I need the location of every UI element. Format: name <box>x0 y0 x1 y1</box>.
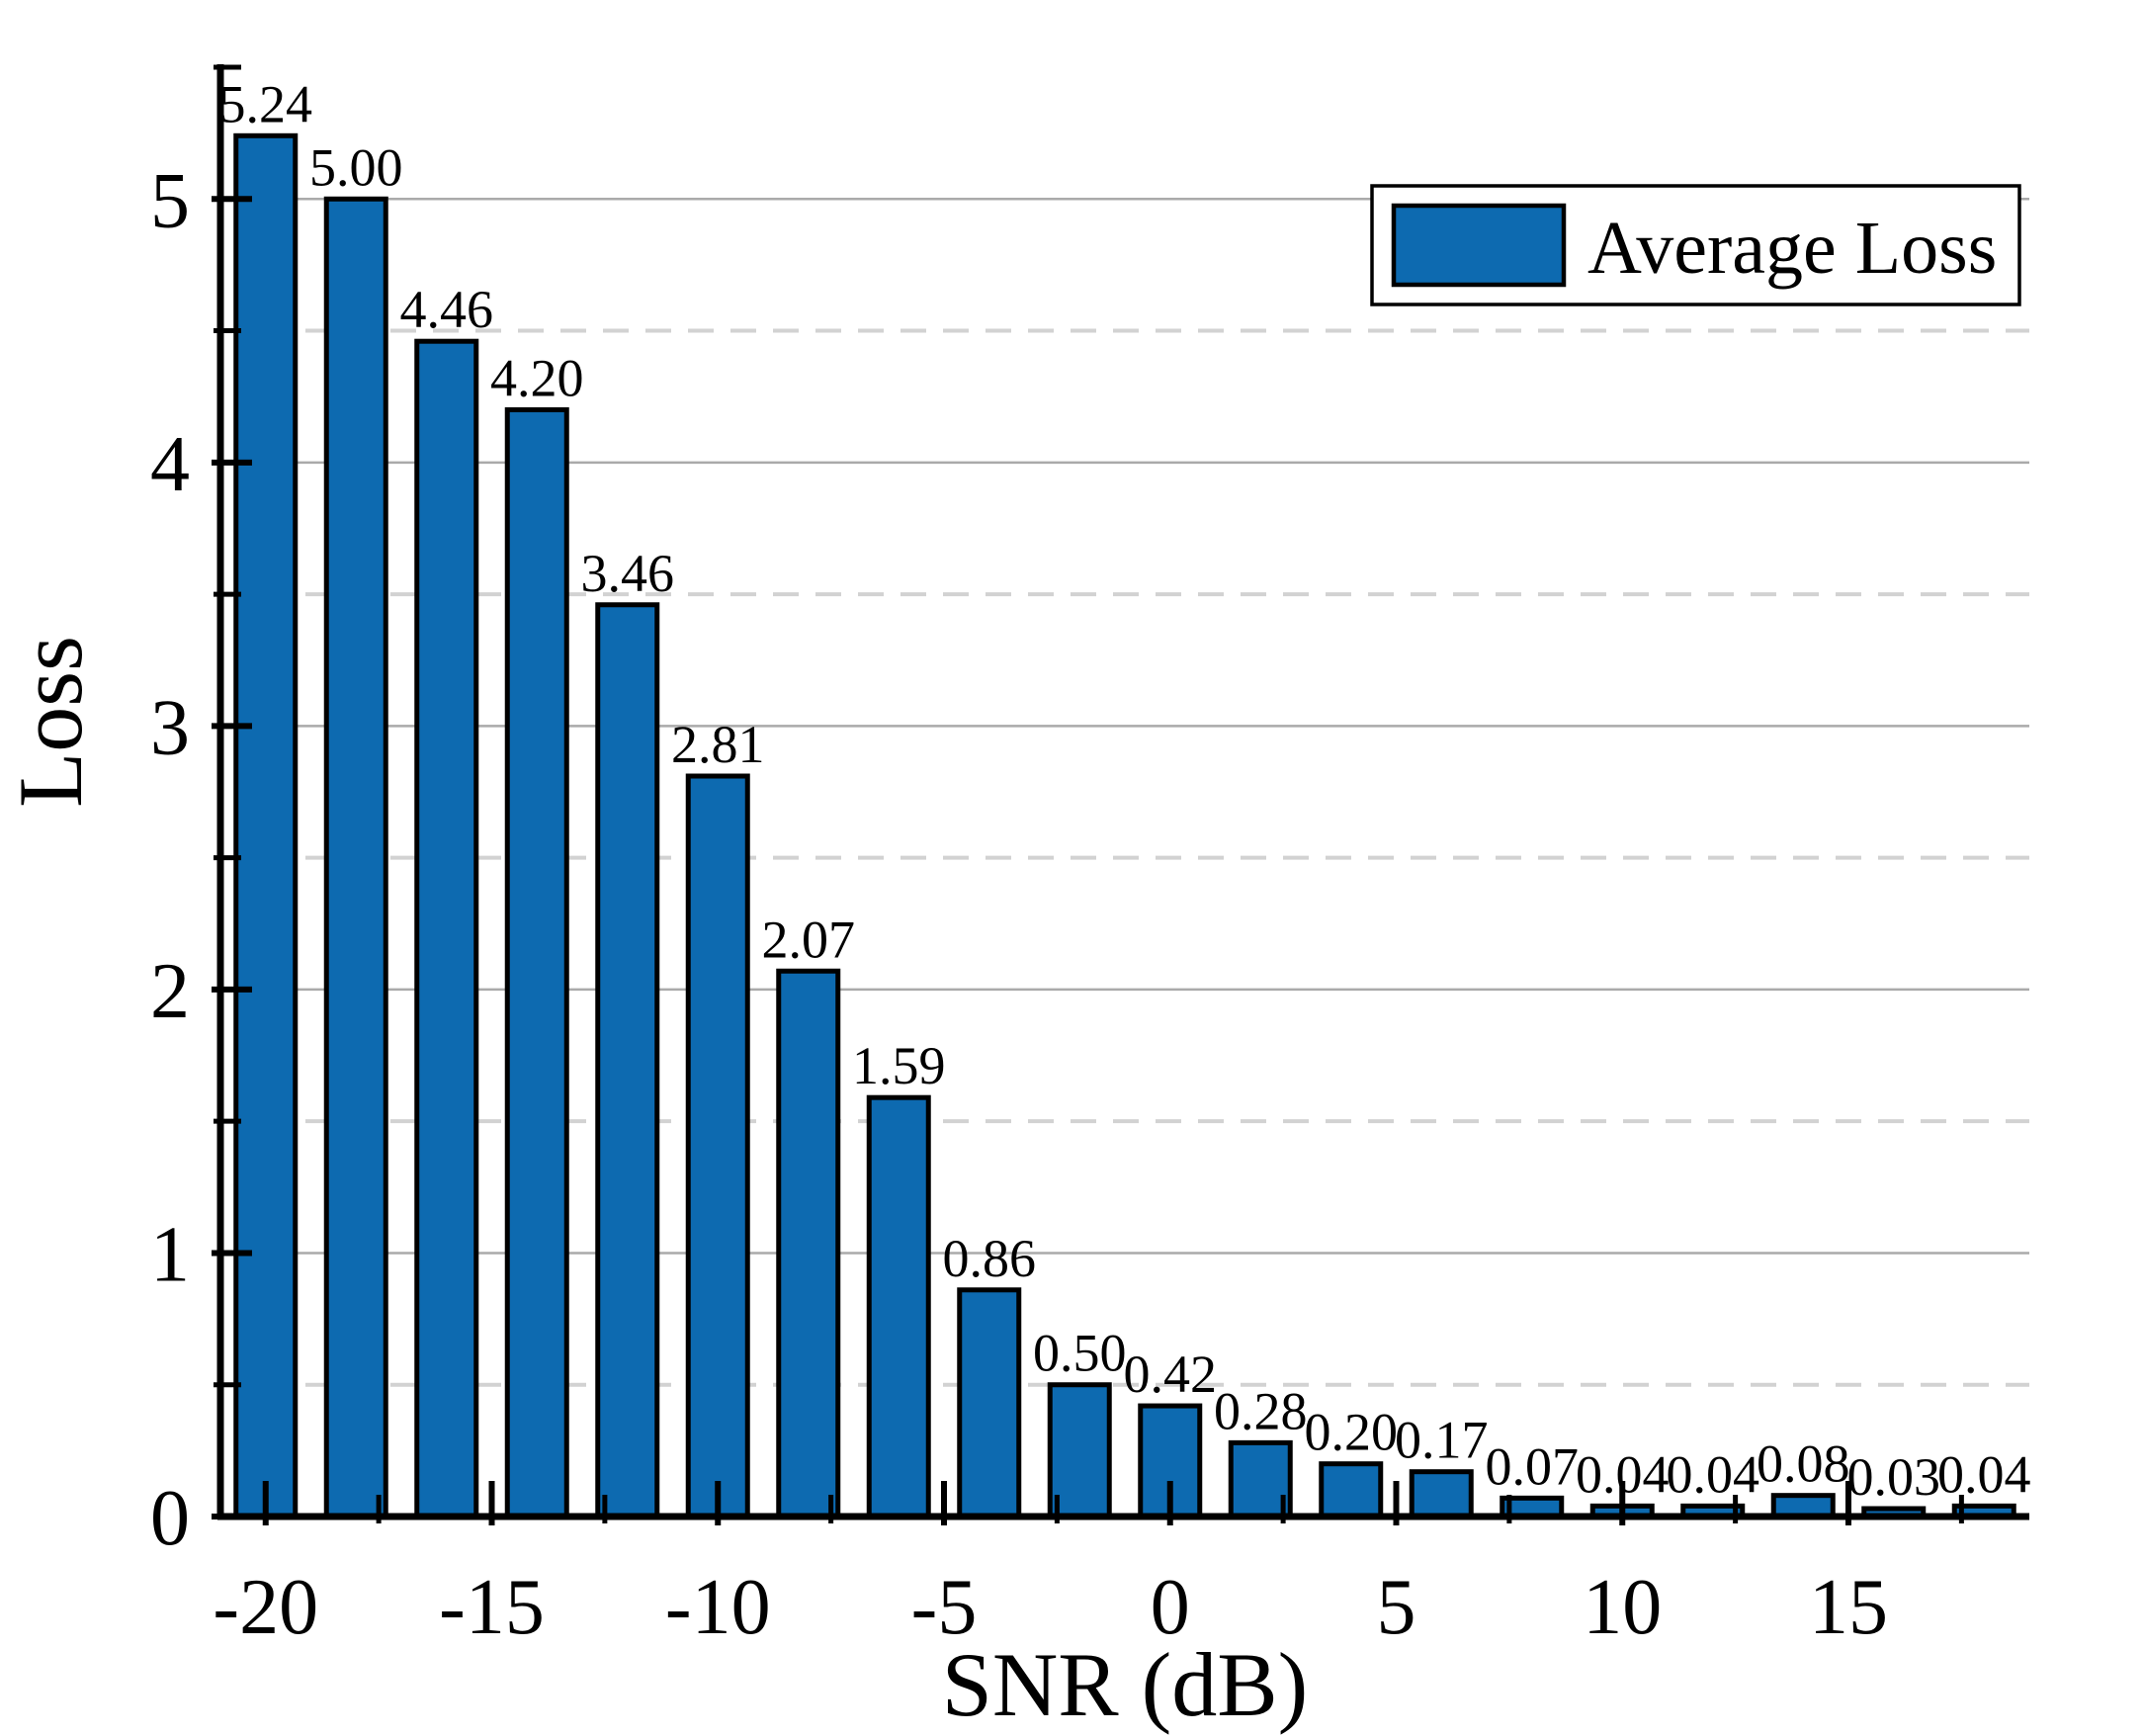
x-tick-label: -10 <box>665 1564 771 1651</box>
bar-value-label: 2.81 <box>671 715 765 774</box>
bar-value-label: 0.28 <box>1214 1381 1308 1440</box>
legend: Average Loss <box>1370 184 2021 306</box>
bar <box>776 968 841 1519</box>
bar-value-label: 0.42 <box>1124 1345 1218 1404</box>
y-axis-label: Loss <box>0 636 101 808</box>
bar-value-label: 4.46 <box>400 280 494 339</box>
bar-value-label: 0.07 <box>1486 1436 1580 1496</box>
bar <box>685 773 750 1519</box>
bar-value-label: 2.07 <box>762 910 856 969</box>
bar-value-label: 5.24 <box>219 74 313 133</box>
x-tick-label: 10 <box>1583 1564 1662 1651</box>
bar-value-label: 0.20 <box>1305 1403 1399 1462</box>
bar-value-label: 0.17 <box>1395 1411 1489 1470</box>
bar <box>595 602 660 1519</box>
y-tick-label: 5 <box>150 157 190 244</box>
bar-value-label: 0.86 <box>943 1229 1037 1288</box>
y-tick-label: 4 <box>150 421 190 508</box>
legend-swatch <box>1391 203 1567 288</box>
bar-value-label: 1.59 <box>852 1036 946 1095</box>
bar-value-label: 5.00 <box>309 137 403 197</box>
bar-value-label: 0.08 <box>1757 1434 1850 1494</box>
bar-value-label: 3.46 <box>581 544 675 603</box>
y-tick-label: 2 <box>150 948 190 1035</box>
x-tick-label: -15 <box>439 1564 545 1651</box>
bar <box>1319 1461 1384 1519</box>
tick-labels-layer: -20 -15 -10 -5 0 5 10 15 0 1 2 3 4 5 <box>150 157 1888 1651</box>
bar <box>414 338 479 1519</box>
bar <box>1047 1382 1112 1519</box>
bar <box>1409 1469 1474 1519</box>
bar <box>866 1094 931 1519</box>
bar-value-label: 4.20 <box>490 349 584 408</box>
spines-layer <box>216 64 2029 1520</box>
bar-value-label: 0.04 <box>1937 1444 2031 1504</box>
x-tick-label: 5 <box>1377 1564 1416 1651</box>
bar-value-labels-layer: 5.245.00 4.46 4.20 3.46 2.81 2.07 1.59 0.86 0.50… <box>219 74 2031 1507</box>
legend-label: Average Loss <box>1587 207 1997 290</box>
y-tick-label: 0 <box>150 1475 190 1562</box>
bar-value-label: 0.04 <box>1667 1444 1760 1504</box>
bar-value-label: 0.04 <box>1576 1444 1670 1504</box>
x-tick-label: 15 <box>1809 1564 1888 1651</box>
bar <box>323 196 388 1519</box>
bar <box>504 407 569 1519</box>
x-tick-label: 0 <box>1151 1564 1190 1651</box>
bars-layer <box>233 132 2016 1519</box>
bar-value-label: 0.50 <box>1033 1324 1127 1383</box>
x-tick-label: -5 <box>911 1564 978 1651</box>
bar <box>957 1287 1022 1519</box>
x-tick-label: -20 <box>213 1564 318 1651</box>
bar-value-label: 0.03 <box>1847 1447 1941 1507</box>
y-tick-label: 3 <box>150 684 190 771</box>
bar <box>233 132 299 1519</box>
x-axis-label: SNR (dB) <box>942 1634 1309 1735</box>
y-tick-label: 1 <box>150 1211 190 1298</box>
